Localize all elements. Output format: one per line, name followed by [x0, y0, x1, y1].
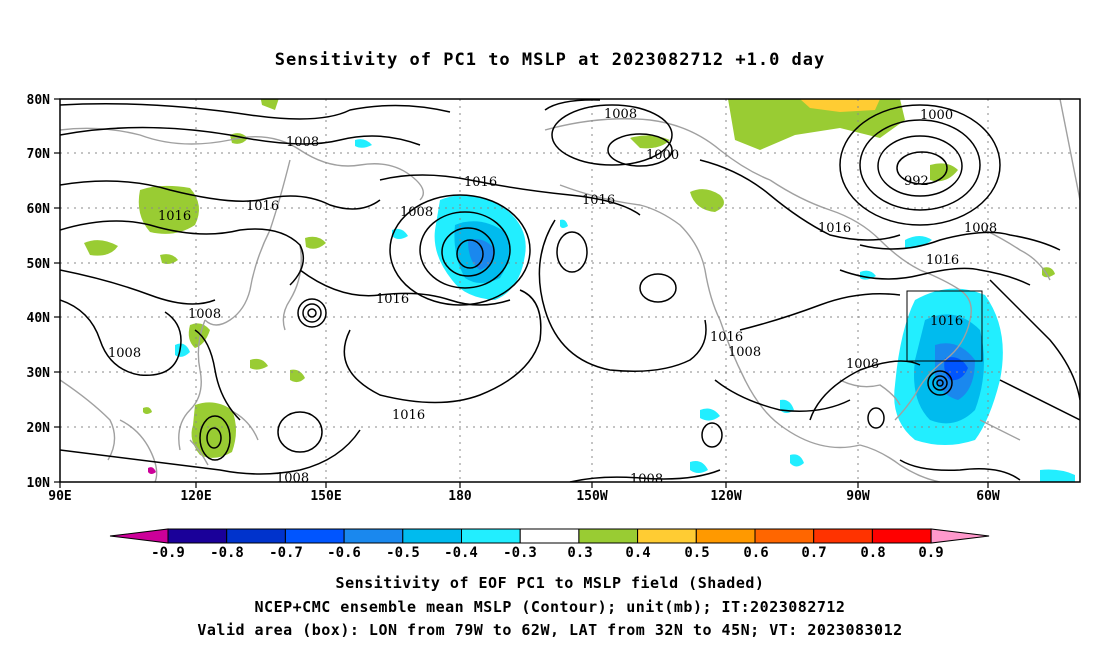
contour-label: 1008: [276, 471, 309, 486]
colorbar-extend-high: [930, 528, 990, 544]
contour-label: 1008: [604, 107, 637, 122]
contour-label: 1008: [188, 307, 221, 322]
lon-label: 120E: [180, 489, 211, 504]
mslp-contours: [60, 99, 1080, 482]
contour-label: 1016: [246, 199, 279, 214]
lon-label: 60W: [976, 489, 1000, 504]
lat-label: 20N: [27, 421, 51, 436]
colorbar-swatch: [695, 528, 756, 544]
lat-axis: [54, 98, 60, 483]
contour-label: 1016: [926, 253, 959, 268]
colorbar-swatch: [578, 528, 639, 544]
lon-label: 180: [448, 489, 472, 504]
colorbar-extend-low: [109, 528, 169, 544]
contour-labels: 1008 1016 1008 1016 1008 1016 1008 1008 …: [108, 107, 997, 487]
contour-label: 1016: [582, 193, 615, 208]
colorbar-swatch: [461, 528, 521, 544]
map-panel: 1008 1016 1008 1016 1008 1016 1008 1008 …: [60, 99, 1080, 487]
lon-label: 90E: [48, 489, 71, 504]
contour-label: 1016: [392, 408, 425, 423]
colorbar-label: 0.9: [918, 545, 943, 561]
colorbar-swatch: [813, 528, 873, 544]
colorbar-labels: -0.9 -0.8 -0.7 -0.6 -0.5 -0.4 -0.3 0.3 0…: [151, 545, 944, 561]
colorbar-label: -0.3: [503, 545, 537, 561]
lon-axis: [59, 482, 989, 488]
contour-label: 1008: [964, 221, 997, 236]
colorbar-swatch: [343, 528, 404, 544]
colorbar-swatch: [871, 528, 932, 544]
colorbar-label: -0.9: [151, 545, 185, 561]
caption-shading: Sensitivity of EOF PC1 to MSLP field (Sh…: [335, 574, 765, 592]
contour-label: 1016: [158, 209, 191, 224]
contour-label: 1008: [108, 346, 141, 361]
colorbar-swatch: [402, 528, 462, 544]
contour-label: 1016: [818, 221, 851, 236]
contour-label: 992: [904, 174, 929, 189]
contour-label: 1008: [846, 357, 879, 372]
contour-label: 1016: [464, 175, 497, 190]
chart-title: Sensitivity of PC1 to MSLP at 2023082712…: [274, 50, 826, 70]
contour-label: 1008: [728, 345, 761, 360]
colorbar-label: -0.4: [444, 545, 478, 561]
contour-label: 1008: [286, 135, 319, 150]
colorbar-swatch: [226, 528, 286, 544]
contour-label: 1016: [710, 330, 743, 345]
caption-contour: NCEP+CMC ensemble mean MSLP (Contour); u…: [254, 598, 846, 616]
colorbar-swatch: [284, 528, 345, 544]
colorbar-label: 0.3: [567, 545, 592, 561]
colorbar-swatch: [519, 528, 580, 544]
contour-label: 1000: [920, 108, 953, 123]
contour-label: 1016: [376, 292, 409, 307]
colorbar-label: 0.5: [684, 545, 709, 561]
contour-label: 1000: [646, 148, 679, 163]
colorbar-label: -0.5: [386, 545, 420, 561]
lon-label: 120W: [710, 489, 741, 504]
colorbar-swatch: [637, 528, 697, 544]
colorbar-label: 0.4: [625, 545, 650, 561]
contour-label: 1008: [400, 205, 433, 220]
lon-label: 90W: [846, 489, 870, 504]
valid-area-box: [906, 290, 983, 362]
colorbar: [109, 528, 990, 544]
lon-label: 150W: [576, 489, 607, 504]
colorbar-label: -0.7: [269, 545, 303, 561]
colorbar-label: 0.8: [860, 545, 885, 561]
map-frame: [59, 98, 1081, 483]
colorbar-label: 0.7: [801, 545, 826, 561]
lat-label: 40N: [27, 311, 51, 326]
lon-label: 150E: [310, 489, 341, 504]
lat-label: 10N: [27, 476, 51, 491]
lat-label: 30N: [27, 366, 51, 381]
lat-label: 80N: [27, 93, 51, 108]
colorbar-swatch: [167, 528, 228, 544]
lat-label: 70N: [27, 147, 51, 162]
contour-label: 1008: [630, 472, 663, 487]
lat-label: 60N: [27, 202, 51, 217]
colorbar-swatch: [754, 528, 815, 544]
colorbar-label: 0.6: [743, 545, 768, 561]
colorbar-label: -0.8: [210, 545, 244, 561]
box-contour-label: 1016: [930, 314, 963, 329]
caption-valid-area: Valid area (box): LON from 79W to 62W, L…: [197, 621, 903, 639]
colorbar-label: -0.6: [327, 545, 361, 561]
lat-label: 50N: [27, 257, 51, 272]
